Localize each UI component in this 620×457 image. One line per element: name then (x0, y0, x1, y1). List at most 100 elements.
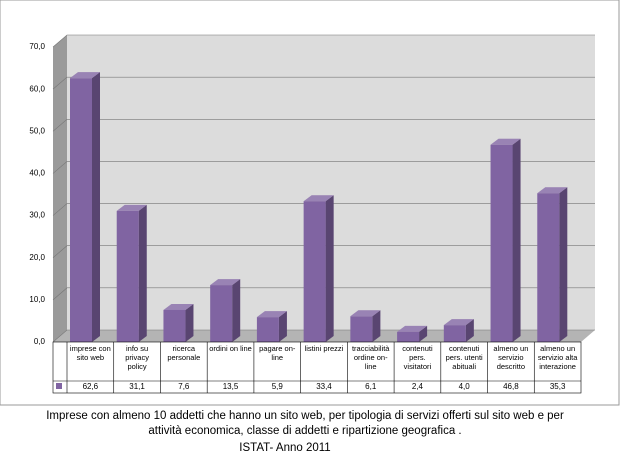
bar-top-shade (210, 279, 241, 286)
value-label: 2,4 (411, 382, 423, 391)
bar-side (138, 204, 147, 342)
chart-border (0, 0, 620, 406)
bar-side-shade (512, 138, 521, 342)
grid-line (52, 245, 595, 258)
legend-key (56, 383, 62, 389)
table-border (52, 341, 582, 394)
bar-side (232, 279, 241, 342)
category-label: listini prezzi (304, 344, 344, 353)
bar-side (419, 325, 428, 342)
value-label: 7,6 (178, 382, 190, 391)
bar-top (397, 325, 428, 332)
bar-top (490, 138, 521, 145)
bar-top-shade (70, 72, 100, 79)
category-label: imprese con sito web (69, 344, 111, 362)
bar-top-shade (443, 319, 474, 326)
category-label: pagare on-line (259, 344, 296, 362)
category-label: ricerca personale (167, 344, 201, 362)
value-label: 13,5 (222, 382, 239, 391)
source: ISTAT- Anno 2011 (239, 442, 331, 454)
y-tick-label: 40,0 (29, 169, 45, 178)
category-label: contenuti pers. utenti abituali (445, 344, 483, 371)
value-label: 46,8 (503, 382, 519, 391)
y-tick-label: 0,0 (34, 337, 46, 346)
value-label: 4,0 (458, 382, 470, 391)
value-label: 5,9 (271, 382, 283, 391)
bar-side-shade (465, 319, 474, 342)
y-tick-label: 60,0 (29, 84, 45, 93)
bar-top (210, 279, 241, 286)
y-tick-label: 50,0 (29, 126, 45, 135)
bar-top (163, 303, 194, 310)
bar-top (116, 204, 147, 211)
bar-top (70, 72, 100, 79)
y-tick-label: 10,0 (29, 295, 45, 304)
category-label: contenuti pers. visitatori (402, 344, 433, 371)
bar (256, 317, 279, 342)
bar-side (372, 310, 381, 342)
bar-side (559, 187, 568, 342)
value-label: 35,3 (549, 382, 566, 391)
bar-top-shade (256, 311, 287, 318)
bar-top-shade (397, 325, 428, 332)
value-label: 33,4 (316, 382, 332, 391)
bar-side (278, 311, 287, 342)
bar-top-shade (490, 138, 521, 145)
grid-line (52, 34, 595, 48)
bar-side-shade (325, 195, 334, 342)
category-label: almeno un servizio descritto (493, 344, 529, 371)
bar-side-shade (232, 279, 241, 342)
bar-side-shade (372, 310, 381, 342)
caption: Imprese con almeno 10 addetti che hanno … (46, 410, 564, 437)
bar-top (350, 310, 381, 317)
bar-top (303, 195, 334, 202)
bar-side-shade (419, 325, 428, 342)
category-label: ordini on line (209, 344, 252, 353)
bar-side (325, 195, 334, 342)
value-label: 31,1 (129, 382, 145, 391)
bar (397, 331, 420, 342)
bar-side (512, 138, 521, 342)
bar-side-shade (138, 204, 147, 342)
bar (443, 325, 466, 342)
bar-top-shade (303, 195, 334, 202)
bars (70, 72, 568, 342)
grid-line (52, 161, 595, 174)
bar (210, 285, 233, 342)
bar-side (92, 72, 100, 342)
bar-top (256, 311, 287, 318)
side-wall (53, 35, 67, 342)
bar-side (465, 319, 474, 342)
value-label: 6,1 (365, 382, 377, 391)
data-table (52, 341, 582, 394)
y-tick-label: 20,0 (29, 253, 45, 262)
back-wall (67, 35, 595, 330)
bar (70, 78, 92, 342)
bar-top-shade (116, 204, 147, 211)
bar-top (443, 319, 474, 326)
bar-top-shade (537, 187, 568, 194)
y-tick-label: 70,0 (29, 42, 45, 51)
grid: 0,0 10,0 20,0 30,0 40,0 50,0 60,0 70,0 (29, 34, 595, 346)
bar (490, 144, 513, 342)
bar-side-shade (278, 311, 287, 342)
grid-line (52, 76, 595, 90)
value-label: 62,6 (82, 382, 99, 391)
bar-top-shade (350, 310, 381, 317)
category-label: info su privacy policy (125, 344, 149, 371)
bar-side-shade (92, 72, 100, 342)
bar (116, 210, 139, 342)
category-label: almeno un servizio alta interazione (537, 344, 578, 371)
bar-side-shade (559, 187, 568, 342)
grid-line (52, 287, 595, 301)
grid-line (52, 118, 595, 132)
bar-side (185, 303, 194, 342)
bar (537, 193, 560, 342)
bar-top (537, 187, 568, 194)
category-label: tracciabilità ordine on-line (351, 344, 390, 371)
bar-side-shade (185, 303, 194, 342)
bar-top-shade (163, 303, 194, 310)
grid-line (52, 203, 595, 216)
bar (350, 316, 373, 342)
